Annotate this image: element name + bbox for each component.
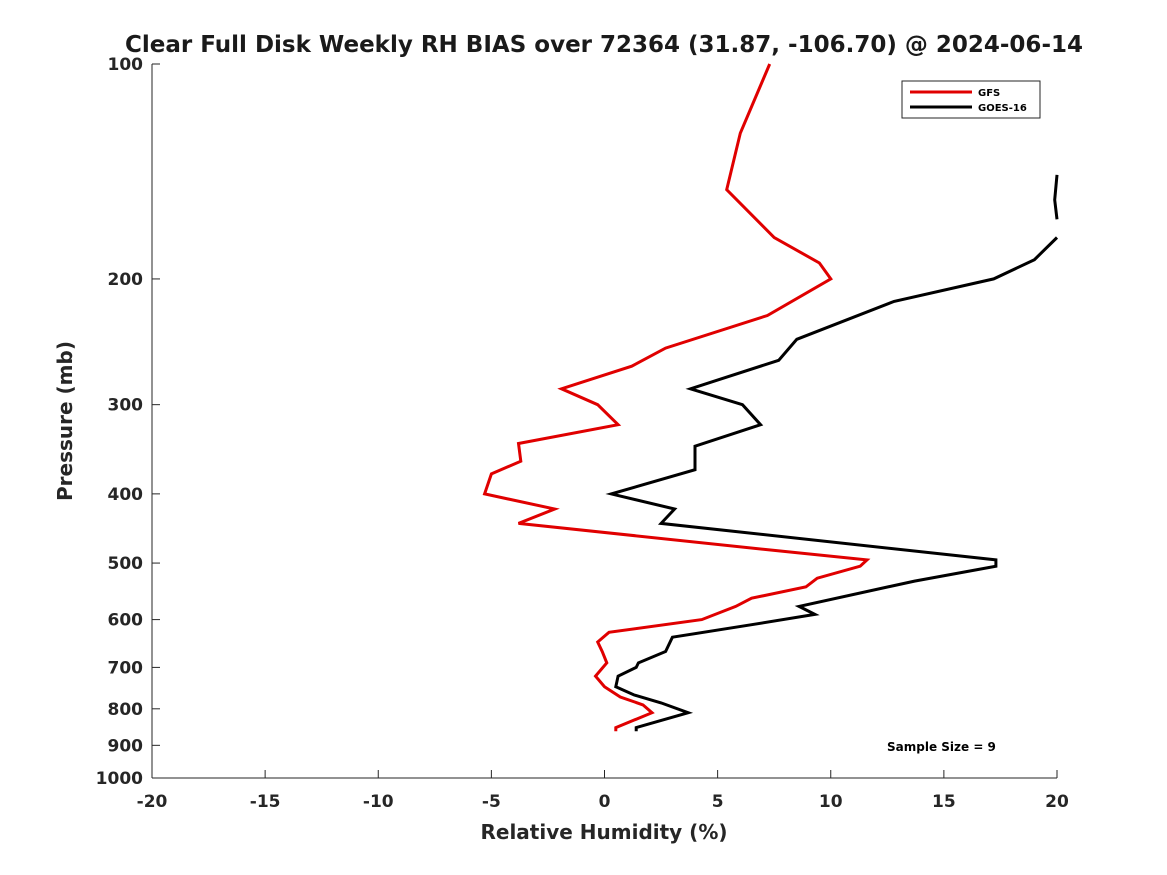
x-tick-label: -10 [363,792,394,812]
y-tick-label: 700 [108,658,144,678]
series-line-gfs [482,63,871,732]
x-tick-label: 20 [1045,792,1069,812]
chart-title: Clear Full Disk Weekly RH BIAS over 7236… [125,32,1083,58]
y-tick-label: 400 [108,485,144,505]
x-tick-label: 0 [599,792,611,812]
sample-size-annotation: Sample Size = 9 [887,740,996,754]
x-tick-label: 15 [932,792,956,812]
x-tick-label: -15 [250,792,281,812]
legend-box [901,80,1041,119]
y-tick-label: 900 [108,736,144,756]
y-tick-label: 1000 [96,769,143,789]
y-tick-label: 200 [108,270,144,290]
plot-area: -20 -15 -10 -5 0 5 10 15 20 100 200 300 400 500 600 700… [96,55,1069,812]
legend: GFS GOES-16 [901,80,1041,119]
x-tick-label: -5 [482,792,501,812]
y-tick-label: 300 [108,396,144,416]
x-tick-label: -20 [137,792,168,812]
series-line-goes-16 [605,236,1059,732]
y-tick-label: 800 [108,700,144,720]
x-axis-label: Relative Humidity (%) [480,820,727,844]
x-tick-label: 5 [712,792,724,812]
y-tick-label: 100 [108,55,144,75]
y-tick-label: 500 [108,554,144,574]
y-axis-label: Pressure (mb) [53,341,77,501]
legend-label-gfs: GFS [978,88,1000,99]
series-line-goes-16 [1053,174,1059,220]
x-tick-label: 10 [819,792,843,812]
legend-label-goes-16: GOES-16 [978,103,1027,114]
y-tick-label: 600 [108,611,144,631]
